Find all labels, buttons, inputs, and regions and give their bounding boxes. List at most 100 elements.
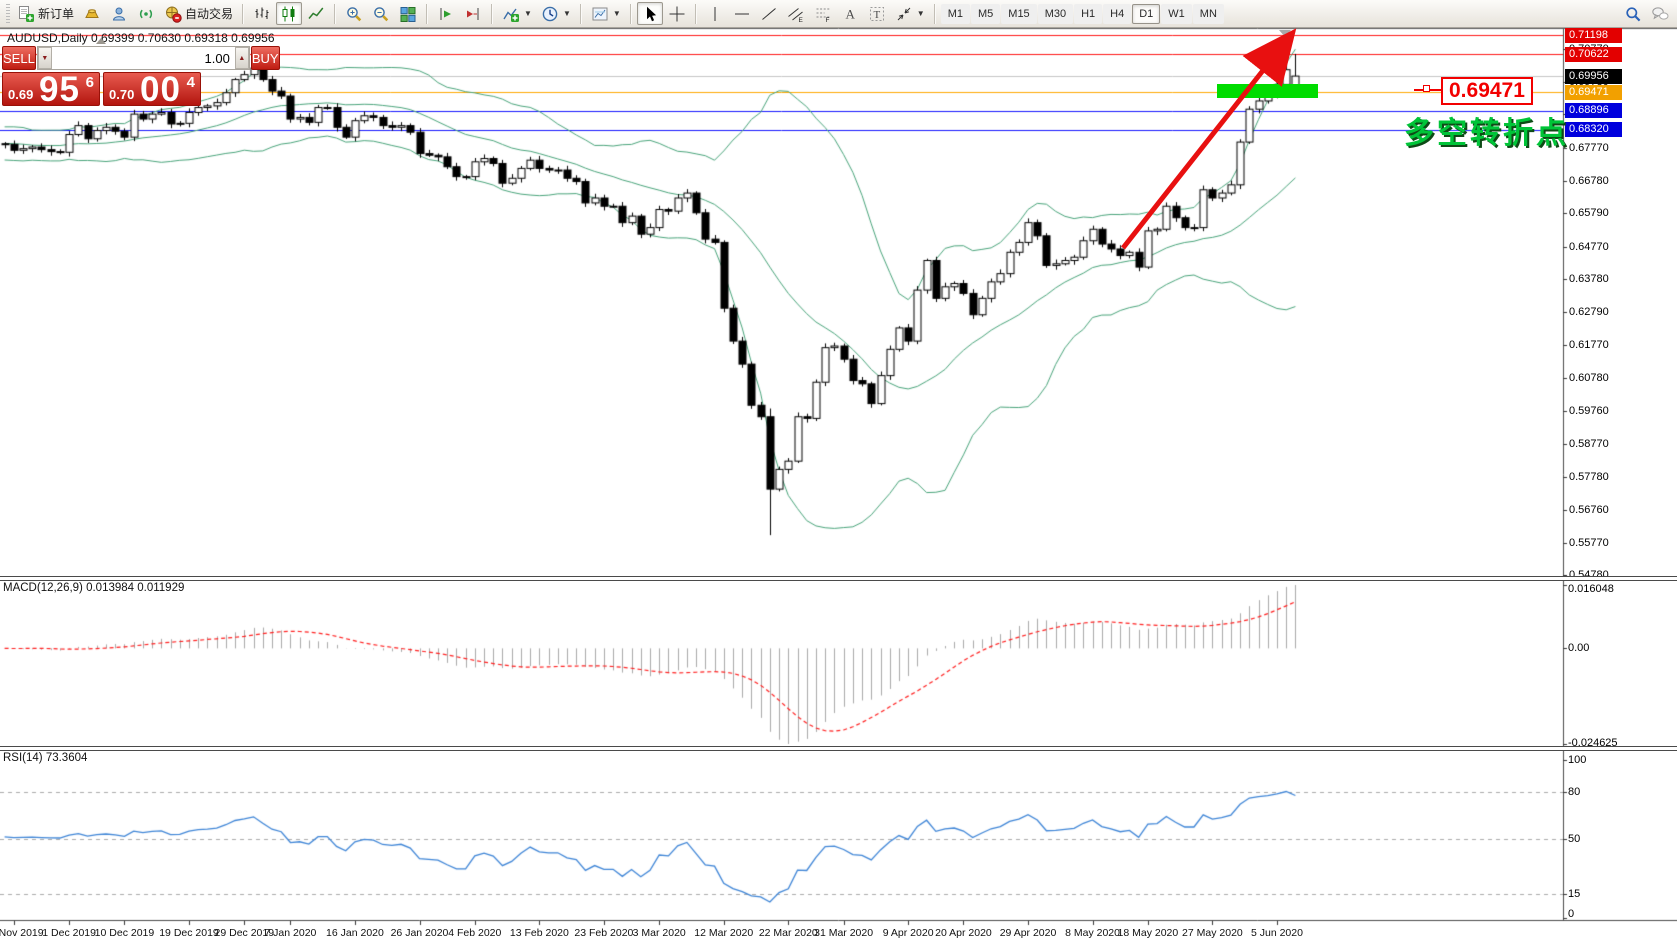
profiles-button[interactable] <box>106 2 132 25</box>
price-tick-label: 0.65790 <box>1569 207 1609 220</box>
timeframe-h1-button[interactable]: H1 <box>1074 3 1103 24</box>
date-tick-label: 27 May 2020 <box>1182 927 1243 939</box>
price-tick-label: 0.67770 <box>1569 142 1609 154</box>
timeframe-m30-button[interactable]: M30 <box>1037 3 1074 24</box>
price-tick-label: 0.58770 <box>1569 438 1609 451</box>
date-tick-label: 22 Mar 2020 <box>758 927 818 939</box>
cursor-icon <box>646 6 656 21</box>
rsi-axis-label: 0 <box>1568 908 1575 920</box>
new-order-button[interactable]: 新订单 <box>13 2 78 25</box>
candlestick-chart-icon <box>282 6 295 21</box>
date-tick-label: 9 Apr 2020 <box>882 927 934 939</box>
fibonacci-button[interactable]: F <box>810 2 836 25</box>
rsi-axis-label: 15 <box>1568 888 1581 901</box>
timeframe-m15-button[interactable]: M15 <box>1001 3 1037 24</box>
dropdown-arrow-icon: ▼ <box>562 9 571 18</box>
sell-price-box[interactable]: 0.69 95 6 <box>2 70 100 109</box>
horizontal-line-icon <box>734 13 749 14</box>
label-icon: T <box>869 6 884 21</box>
search-button[interactable] <box>1620 2 1646 25</box>
panel-collapse-icon[interactable] <box>96 38 106 44</box>
trendline-icon <box>761 7 776 20</box>
rsi-pane-resizer[interactable] <box>0 746 1677 751</box>
indicators-button[interactable]: ▼ <box>498 2 536 25</box>
auto-trading-button[interactable]: 自动交易 <box>160 2 237 25</box>
text-icon: A <box>845 6 855 21</box>
trend-arrow[interactable] <box>1105 28 1300 256</box>
macd-axis-max: 0.016048 <box>1568 583 1614 595</box>
text-button[interactable]: A <box>837 2 863 25</box>
price-tick-label: 0.62790 <box>1569 305 1609 318</box>
toolbar-separator <box>426 3 429 24</box>
date-tick-label: 5 Jun 2020 <box>1250 927 1303 939</box>
periods-button[interactable]: ▼ <box>537 2 575 25</box>
volume-increase-button[interactable]: ▲ <box>234 47 249 69</box>
chat-button[interactable] <box>1647 2 1673 25</box>
date-tick-label: 31 Mar 2020 <box>814 927 874 939</box>
zoom-out-icon <box>374 6 389 21</box>
channel-icon: E <box>787 7 803 23</box>
line-chart-button[interactable] <box>303 2 329 25</box>
toolbar-separator <box>491 3 494 24</box>
tile-windows-button[interactable] <box>395 2 421 25</box>
new-order-icon <box>19 5 34 22</box>
bar-chart-button[interactable] <box>249 2 275 25</box>
templates-icon <box>592 7 608 20</box>
level-price-label: 0.71198 <box>1565 27 1622 43</box>
vertical-line-button[interactable] <box>702 2 728 25</box>
toolbar: 新订单 自动交易 ▼ ▼ ▼ E F A T ▼ M1 M5 M15 M30 H1 H4 D1 W1 MN <box>0 0 1677 28</box>
price-tick-label: 0.55770 <box>1569 536 1609 549</box>
timeframe-m5-button[interactable]: M5 <box>971 3 1001 24</box>
rsi-label: RSI(14) 73.3604 <box>3 752 88 764</box>
macd-pane-resizer[interactable] <box>0 576 1677 581</box>
line-chart-icon <box>308 7 324 19</box>
crosshair-icon <box>669 6 685 21</box>
date-tick-label: 3 Mar 2020 <box>632 927 686 939</box>
sell-button[interactable]: SELL <box>2 46 36 70</box>
market-watch-button[interactable] <box>79 2 105 25</box>
svg-text:T: T <box>873 9 880 21</box>
buy-price-box[interactable]: 0.70 00 4 <box>103 70 201 109</box>
toolbar-separator <box>933 3 936 24</box>
toolbar-grip <box>6 3 10 24</box>
trendline-button[interactable] <box>756 2 782 25</box>
timeframe-m1-button[interactable]: M1 <box>940 3 970 24</box>
price-flag-handle[interactable] <box>1423 85 1430 92</box>
volume-input[interactable] <box>51 47 235 69</box>
date-tick-label: 18 May 2020 <box>1117 927 1179 939</box>
volume-decrease-button[interactable]: ▼ <box>37 47 52 69</box>
timeframe-d1-button[interactable]: D1 <box>1132 3 1161 24</box>
toolbar-separator <box>629 3 632 24</box>
timeframe-w1-button[interactable]: W1 <box>1161 3 1192 24</box>
candlestick-chart-button[interactable] <box>276 2 303 25</box>
cursor-button[interactable] <box>636 2 663 25</box>
date-tick-label: 10 Dec 2019 <box>94 927 155 939</box>
auto-scroll-button[interactable] <box>433 2 459 25</box>
svg-text:F: F <box>825 17 829 23</box>
level-price-label: 0.70622 <box>1565 46 1622 62</box>
zoom-in-button[interactable] <box>341 2 367 25</box>
chart-ohlc-header: AUDUSD,Daily 0.69399 0.70630 0.69318 0.6… <box>7 31 275 45</box>
sell-price-big: 95 <box>39 70 80 109</box>
shapes-button[interactable]: ▼ <box>891 2 929 25</box>
price-flag-label[interactable]: 0.69471 <box>1441 77 1533 105</box>
toolbar-separator <box>694 3 697 24</box>
auto-scroll-icon <box>440 7 452 20</box>
zoom-out-button[interactable] <box>368 2 394 25</box>
dropdown-arrow-icon: ▼ <box>524 9 532 18</box>
timeframe-mn-button[interactable]: MN <box>1192 3 1224 24</box>
crosshair-button[interactable] <box>664 2 690 25</box>
timeframe-h4-button[interactable]: H4 <box>1103 3 1132 24</box>
turning-point-annotation[interactable]: 多空转折点 <box>1404 117 1569 150</box>
vertical-line-icon <box>714 6 716 21</box>
label-button[interactable]: T <box>864 2 890 25</box>
buy-button[interactable]: BUY <box>250 46 280 70</box>
horizontal-line-button[interactable] <box>729 2 755 25</box>
signals-button[interactable] <box>133 2 159 25</box>
templates-button[interactable]: ▼ <box>587 2 625 25</box>
channel-button[interactable]: E <box>783 2 809 25</box>
chart-shift-button[interactable] <box>460 2 486 25</box>
price-tick-label: 0.56760 <box>1569 504 1609 517</box>
date-tick-label: 26 Jan 2020 <box>390 927 449 939</box>
